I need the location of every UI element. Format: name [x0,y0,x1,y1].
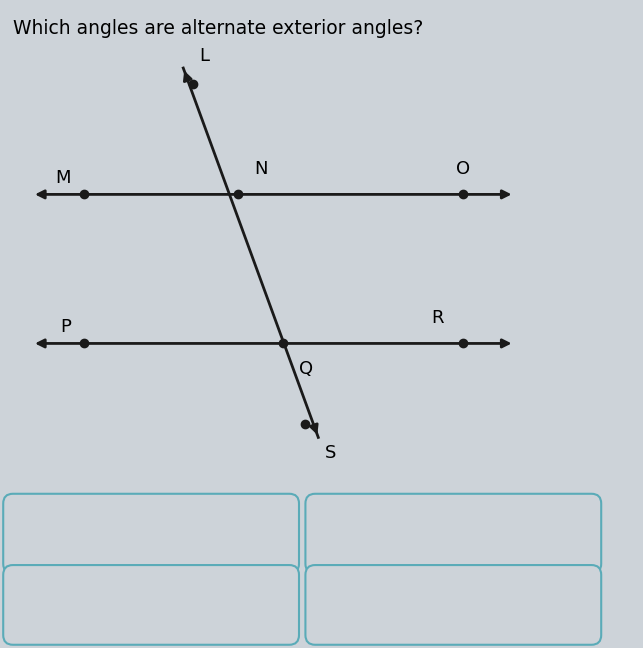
Text: S: S [325,444,336,462]
Text: Which angles are alternate exterior angles?: Which angles are alternate exterior angl… [13,19,423,38]
Text: P: P [60,318,71,336]
Text: N: N [254,160,267,178]
Text: O: O [456,160,470,178]
Text: ∠PQS and ∠MNQ: ∠PQS and ∠MNQ [69,525,233,542]
Text: L: L [199,47,210,65]
Text: R: R [431,309,444,327]
FancyBboxPatch shape [3,565,299,645]
FancyBboxPatch shape [3,494,299,573]
Text: M: M [55,169,71,187]
Text: Q: Q [299,360,313,378]
FancyBboxPatch shape [305,494,601,573]
Text: ∠PQS and ∠ONL: ∠PQS and ∠ONL [375,525,532,542]
Text: ∠PQS and ∠ONQ: ∠PQS and ∠ONQ [373,596,534,614]
Text: ∠PQS and ∠MNL: ∠PQS and ∠MNL [71,596,231,614]
FancyBboxPatch shape [305,565,601,645]
